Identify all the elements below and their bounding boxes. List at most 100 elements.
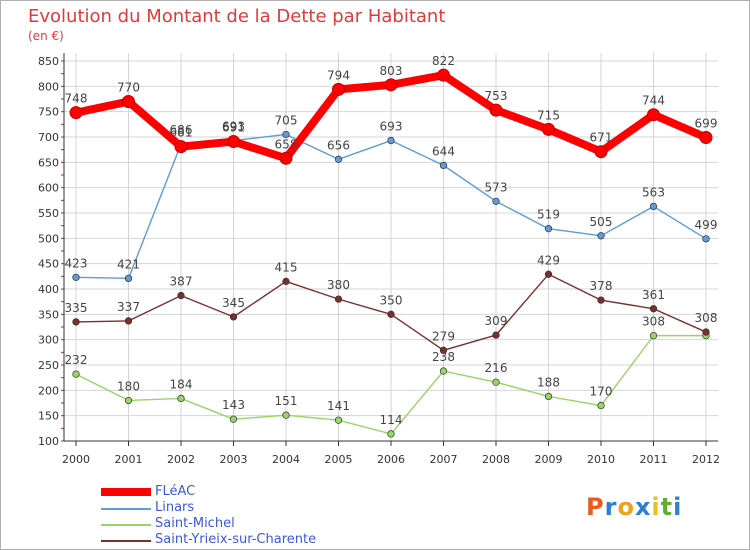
data-label-fl-ac: 658 bbox=[275, 137, 298, 151]
data-point-saint-michel bbox=[492, 378, 500, 386]
data-label-saint-yrieix-sur-charente: 380 bbox=[327, 278, 350, 292]
data-label-fl-ac: 794 bbox=[327, 68, 350, 82]
data-point-saint-michel bbox=[72, 370, 80, 378]
data-point-saint-michel bbox=[439, 367, 448, 375]
data-point-linars bbox=[334, 155, 343, 163]
data-label-linars: 563 bbox=[642, 185, 665, 199]
data-label-saint-michel: 151 bbox=[275, 394, 298, 408]
legend-item-fleac: FLéAC bbox=[101, 484, 361, 501]
data-label-saint-michel: 184 bbox=[170, 377, 193, 391]
y-tick-label: 500 bbox=[38, 232, 59, 245]
data-point-saint-yrieix-sur-charente bbox=[597, 296, 605, 304]
data-point-saint-yrieix-sur-charente bbox=[282, 277, 290, 286]
logo-letter: r bbox=[604, 493, 618, 521]
data-point-fl-ac bbox=[122, 95, 135, 109]
data-label-saint-yrieix-sur-charente: 429 bbox=[537, 253, 560, 267]
data-point-linars bbox=[282, 130, 290, 139]
data-label-saint-yrieix-sur-charente: 309 bbox=[485, 314, 508, 328]
data-point-linars bbox=[387, 136, 395, 145]
data-point-saint-michel bbox=[282, 411, 290, 419]
y-tick-label: 300 bbox=[38, 334, 59, 347]
data-label-saint-yrieix-sur-charente: 335 bbox=[65, 301, 88, 315]
proxiti-logo: Proxiti bbox=[586, 493, 682, 521]
data-point-saint-yrieix-sur-charente bbox=[334, 295, 343, 303]
legend-swatch-linars bbox=[101, 508, 151, 510]
data-point-saint-yrieix-sur-charente bbox=[439, 346, 448, 354]
legend-swatch-saint-michel bbox=[101, 524, 151, 526]
x-tick-label: 2007 bbox=[430, 453, 458, 466]
x-tick-label: 2002 bbox=[167, 453, 195, 466]
data-point-saint-yrieix-sur-charente bbox=[492, 331, 500, 339]
data-label-fl-ac: 671 bbox=[590, 131, 613, 145]
legend-label-fleac: FLéAC bbox=[155, 484, 196, 499]
y-tick-label: 100 bbox=[38, 435, 59, 448]
x-tick-label: 2000 bbox=[62, 453, 90, 466]
data-label-linars: 421 bbox=[117, 257, 140, 271]
data-point-fl-ac bbox=[279, 151, 293, 165]
chart-title: Evolution du Montant de la Dette par Hab… bbox=[28, 6, 446, 27]
data-label-saint-michel: 143 bbox=[222, 398, 245, 412]
data-label-fl-ac: 822 bbox=[432, 54, 455, 68]
data-label-saint-michel: 141 bbox=[327, 399, 350, 413]
data-label-fl-ac: 691 bbox=[222, 121, 245, 135]
logo-letter: i bbox=[673, 493, 683, 521]
legend-item-saint-michel: Saint-Michel bbox=[101, 516, 361, 533]
data-point-fl-ac bbox=[69, 106, 83, 120]
data-label-fl-ac: 744 bbox=[642, 94, 665, 108]
data-label-fl-ac: 748 bbox=[65, 92, 88, 106]
logo-letter: o bbox=[617, 493, 635, 521]
data-point-saint-michel bbox=[334, 416, 343, 424]
x-tick-label: 2011 bbox=[640, 453, 668, 466]
data-label-linars: 499 bbox=[695, 218, 718, 232]
x-tick-label: 2009 bbox=[535, 453, 563, 466]
data-label-fl-ac: 770 bbox=[117, 81, 140, 95]
data-label-saint-yrieix-sur-charente: 415 bbox=[275, 260, 298, 274]
data-point-linars bbox=[439, 161, 448, 170]
data-point-saint-michel bbox=[229, 415, 238, 423]
data-label-saint-michel: 180 bbox=[117, 379, 140, 393]
data-label-saint-yrieix-sur-charente: 378 bbox=[590, 279, 613, 293]
x-tick-label: 2004 bbox=[272, 453, 300, 466]
legend-label-linars: Linars bbox=[155, 500, 195, 515]
y-tick-label: 350 bbox=[38, 308, 59, 321]
x-tick-label: 2003 bbox=[220, 453, 248, 466]
data-label-linars: 423 bbox=[65, 256, 88, 270]
data-point-fl-ac bbox=[699, 131, 713, 145]
data-label-linars: 705 bbox=[275, 113, 298, 127]
y-tick-label: 650 bbox=[38, 156, 59, 169]
data-point-fl-ac bbox=[332, 82, 345, 96]
data-point-linars bbox=[702, 235, 710, 243]
data-point-fl-ac bbox=[384, 78, 398, 92]
data-label-linars: 686 bbox=[170, 123, 193, 137]
data-point-saint-yrieix-sur-charente bbox=[177, 291, 185, 300]
data-point-linars bbox=[544, 225, 553, 233]
data-label-linars: 656 bbox=[327, 138, 350, 152]
data-point-fl-ac bbox=[647, 108, 660, 122]
x-tick-label: 2005 bbox=[325, 453, 353, 466]
legend-swatch-saint-yrieix bbox=[101, 540, 151, 542]
y-tick-label: 800 bbox=[38, 80, 59, 93]
data-label-saint-michel: 170 bbox=[590, 385, 613, 399]
y-tick-label: 450 bbox=[38, 258, 59, 271]
data-label-linars: 693 bbox=[380, 120, 403, 134]
data-label-saint-yrieix-sur-charente: 350 bbox=[380, 293, 403, 307]
chart-unit: (en €) bbox=[28, 29, 64, 43]
data-point-fl-ac bbox=[437, 68, 450, 82]
y-tick-label: 850 bbox=[38, 55, 59, 68]
y-tick-label: 700 bbox=[38, 131, 59, 144]
data-label-linars: 505 bbox=[590, 215, 613, 229]
data-point-linars bbox=[492, 197, 500, 205]
data-label-saint-michel: 216 bbox=[485, 361, 508, 375]
data-point-fl-ac bbox=[174, 140, 188, 154]
data-point-saint-michel bbox=[649, 331, 658, 340]
data-label-linars: 644 bbox=[432, 144, 455, 158]
legend-label-saint-yrieix: Saint-Yrieix-sur-Charente bbox=[155, 532, 317, 547]
data-label-saint-yrieix-sur-charente: 308 bbox=[695, 311, 718, 325]
x-tick-label: 2012 bbox=[692, 453, 720, 466]
data-label-saint-yrieix-sur-charente: 345 bbox=[222, 296, 245, 310]
y-tick-label: 200 bbox=[38, 384, 59, 397]
data-label-fl-ac: 753 bbox=[485, 89, 508, 103]
plot-area: 100 150 200 250 300 350 400 450 500 550 600 650 700 7… bbox=[38, 53, 720, 466]
data-label-saint-yrieix-sur-charente: 361 bbox=[642, 288, 665, 302]
